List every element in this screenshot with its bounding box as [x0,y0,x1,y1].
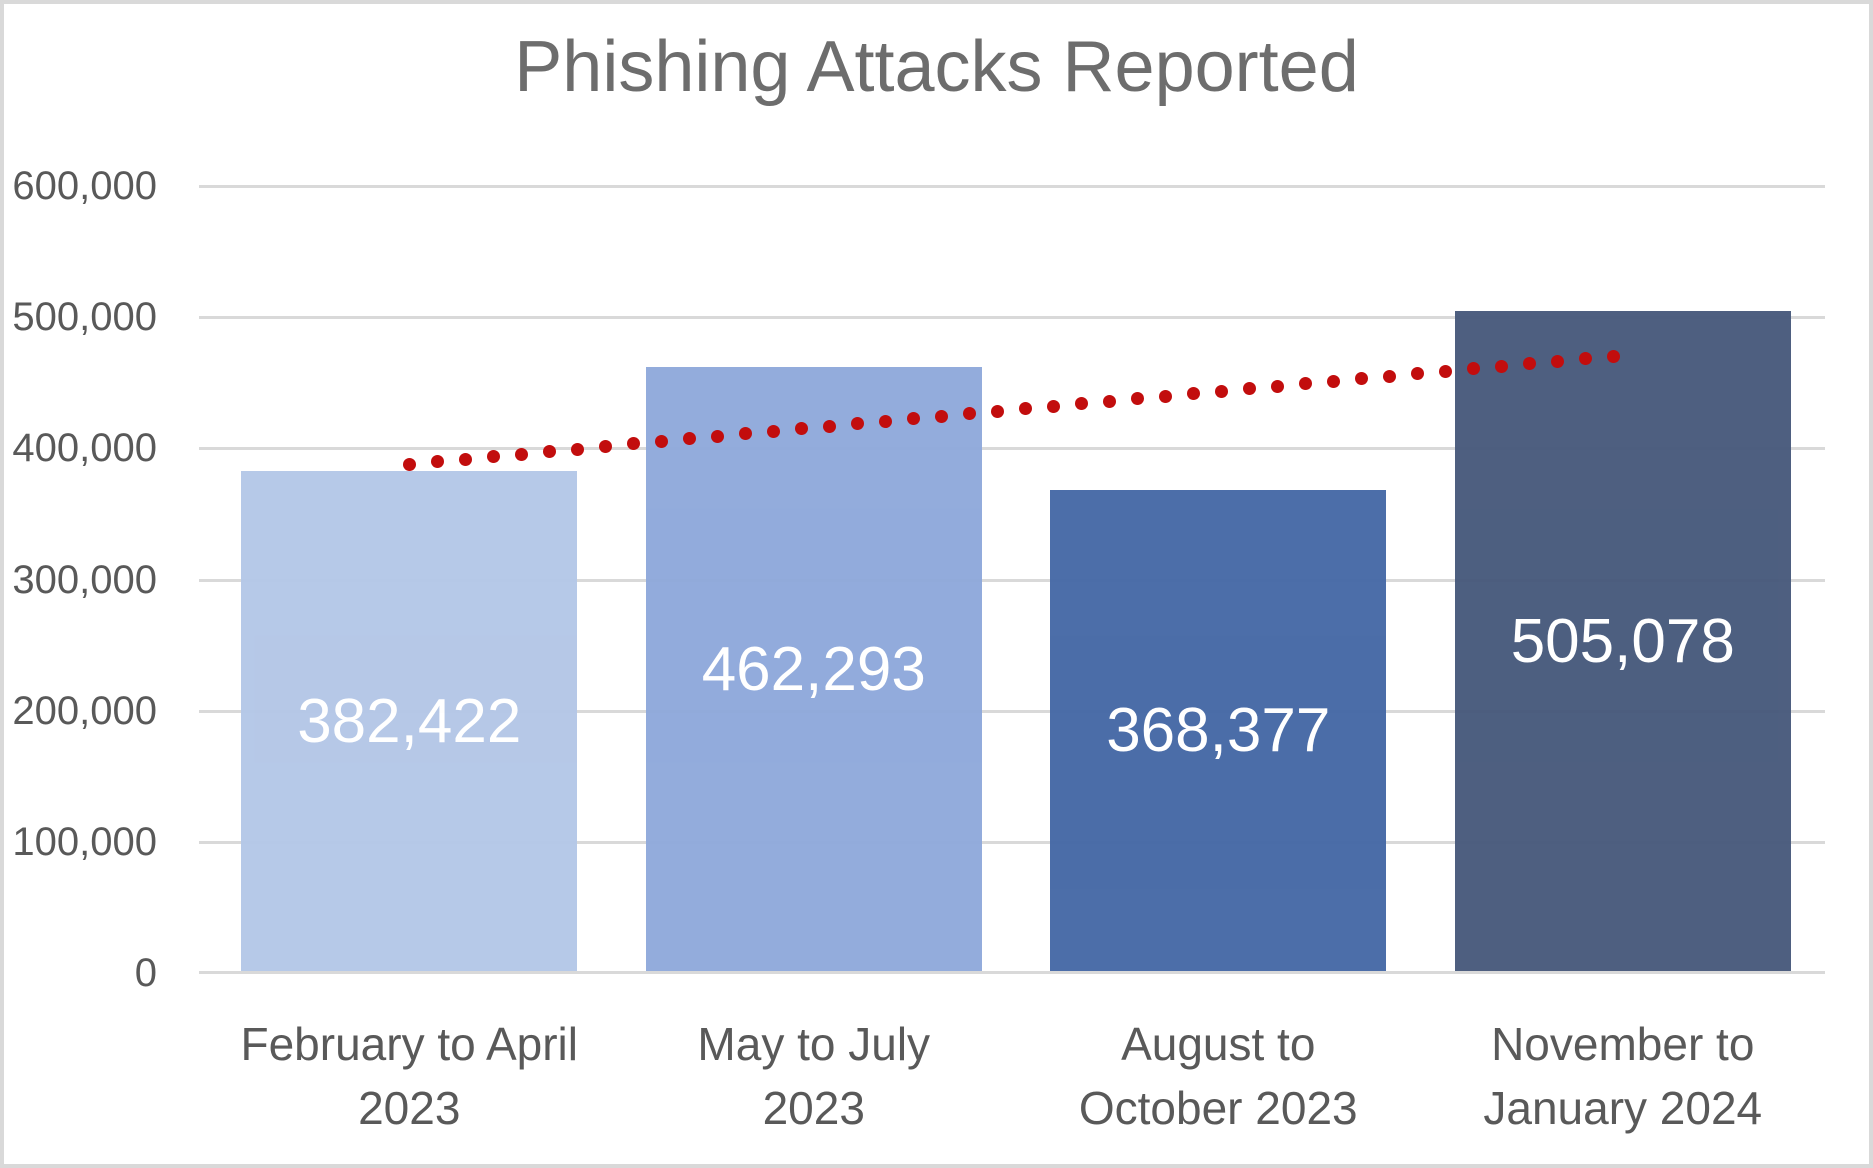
trendline-dot [1578,352,1592,366]
trendline-dot [1438,364,1452,378]
trendline-dot [1606,349,1620,363]
y-axis-tick-label: 500,000 [12,295,157,340]
gridline [199,840,1825,844]
bar: 505,078 [1454,310,1791,973]
bar: 382,422 [241,471,578,973]
trendline-dot [542,445,556,458]
trendline-dot [458,452,472,466]
y-axis-tick-label: 400,000 [12,426,157,471]
trendline-dot [766,424,780,438]
x-axis-category-label: August to October 2023 [1078,1018,1358,1134]
trendline-dot [570,442,584,456]
trendline-dot [1186,387,1200,401]
y-axis-tick-label: 600,000 [12,164,157,208]
y-axis-tick-label: 0 [134,951,157,995]
trendline-dot [1522,357,1536,371]
gridline [199,709,1825,713]
trendline-dot [822,419,836,433]
trendline-dot [402,457,416,471]
trendline-dot [682,432,696,446]
trendline-dot [1550,354,1564,368]
trendline-dot [514,447,528,461]
y-axis-tick-label: 300,000 [12,557,157,602]
bar: 462,293 [645,366,982,973]
x-axis-line [199,971,1825,974]
trendline-dot [962,407,976,421]
bar-value-label: 462,293 [701,634,926,704]
trendline-dot [1214,384,1228,398]
trendline-dot [1382,369,1396,383]
y-axis-tick-label: 200,000 [12,688,157,733]
trendline-dot [906,412,920,426]
gridline [199,316,1825,320]
trendline-dot [654,434,668,448]
x-axis-category-label: May to July 2023 [697,1018,931,1134]
trendline-dot [1046,399,1060,413]
trendline-dot [710,429,724,443]
bar: 368,377 [1050,489,1387,973]
trendline-dot [626,437,640,451]
trendline-dot [1018,402,1032,416]
trendline-dot [1074,397,1088,411]
y-axis-tick-label: 100,000 [12,819,157,864]
gridline [199,447,1825,451]
plot-area: 382,422 462,293 368,377 505,078 [199,185,1825,974]
trendline-dot [1158,389,1172,403]
x-axis-category-label: February to April 2023 [240,1018,578,1134]
trendline-dot [1130,392,1144,406]
chart-title: Phishing Attacks Reported [514,27,1359,107]
trendline-dot [738,427,752,441]
trendline-dot [486,450,500,464]
trendline-dot [1326,374,1340,388]
bar-value-label: 382,422 [297,687,522,757]
trendline-dot [1410,367,1424,381]
gridline [199,185,1825,188]
trendline-dot [878,414,892,428]
bar-value-label: 368,377 [1106,696,1331,766]
trendline-dot [598,439,612,453]
trendline-dot [794,422,808,436]
trendline-dot [430,455,444,469]
trendline-dot [1354,372,1368,386]
trendline-dot [1102,394,1116,408]
trendline-dot [1494,359,1508,373]
trendline-dot [850,417,864,431]
trendline-dot [1270,379,1284,393]
x-axis-category-label: November to January 2024 [1483,1018,1763,1134]
trendline-dot [1298,377,1312,391]
trendline-dot [934,409,948,423]
trendline-dot [1466,362,1480,376]
trendline-dot [990,404,1004,418]
trendline-dot [1242,382,1256,396]
bar-value-label: 505,078 [1510,606,1735,676]
gridline [199,578,1825,582]
